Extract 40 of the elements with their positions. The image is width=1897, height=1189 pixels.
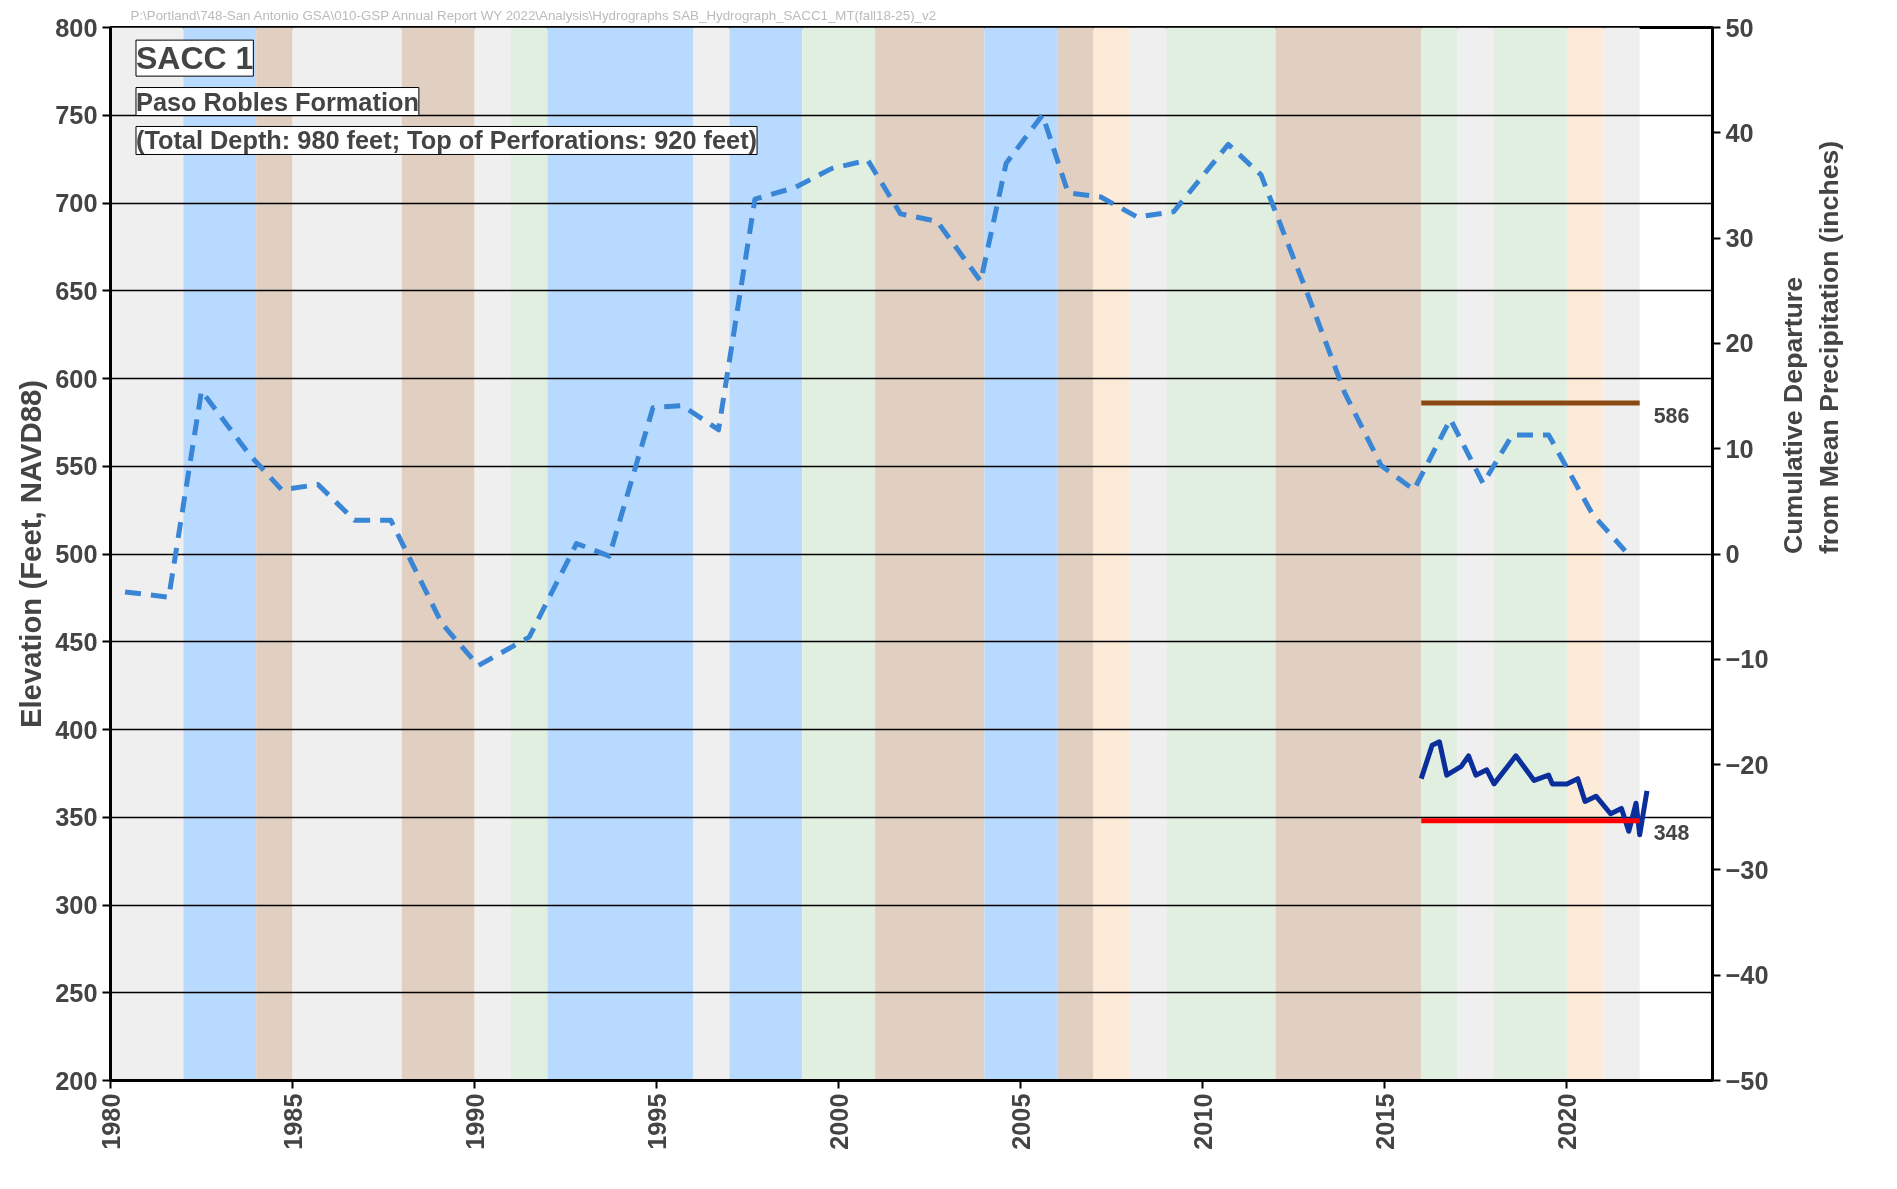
annotation: 586	[1653, 403, 1690, 428]
y-tick-label: 750	[55, 101, 98, 130]
x-tick-label: 2000	[824, 1093, 853, 1150]
y2-tick-label: −50	[1725, 1066, 1769, 1095]
x-tick-label: 2010	[1188, 1093, 1217, 1150]
y2-tick-label: −30	[1725, 855, 1769, 884]
y-tick-label: 600	[55, 364, 98, 393]
y-tick-label: 800	[55, 13, 98, 42]
y-tick-label: 350	[55, 803, 98, 832]
y-tick-label: 700	[55, 189, 98, 217]
y2-tick-label: 30	[1725, 224, 1754, 253]
y2-tick-label: 50	[1725, 13, 1754, 42]
chart-title: SACC 1	[135, 40, 254, 77]
x-tick-label: 2015	[1370, 1093, 1399, 1150]
y2-tick-label: 0	[1725, 540, 1740, 568]
y2-tick-label: 40	[1725, 118, 1754, 147]
y2-axis-title: Cumulative Departure from Mean Precipitation (inches)	[1778, 140, 1845, 554]
y-axis-title: Elevation (Feet, NAVD88)	[14, 379, 48, 729]
y-tick-label: 650	[55, 276, 98, 305]
y2-tick-label: −40	[1725, 961, 1769, 990]
y-tick-label: 300	[55, 891, 98, 919]
y2-tick-label: −20	[1725, 750, 1769, 779]
text: P:\Portland\748-San Antonio GSA\010-GSP Annual Report WY 2022\Analysis\Hydrographs SAB_Hydrograph_SACC1_MT(fall18-25)_v2	[130, 7, 937, 23]
x-tick-label: 2020	[1552, 1093, 1581, 1150]
y-tick-label: 250	[55, 978, 98, 1007]
x-tick-label: 1995	[642, 1093, 671, 1150]
annotation: 348	[1653, 821, 1690, 846]
y-tick-label: 450	[55, 627, 98, 656]
y-tick-label: 550	[55, 452, 98, 481]
y2-tick-label: 10	[1725, 434, 1754, 463]
x-tick-label: 2005	[1006, 1093, 1035, 1150]
y-tick-label: 200	[55, 1066, 98, 1095]
y2-tick-label: −10	[1725, 645, 1769, 674]
y-tick-label: 500	[55, 540, 98, 568]
x-tick-label: 1985	[278, 1093, 307, 1150]
y-tick-label: 400	[55, 715, 98, 744]
y2-tick-label: 20	[1725, 329, 1754, 358]
x-tick-label: 1990	[460, 1093, 489, 1150]
text: Paso Robles Formation (Total Depth: 980 feet; Top of Perforations: 920 feet)	[135, 87, 758, 155]
x-tick-label: 1980	[96, 1093, 125, 1150]
